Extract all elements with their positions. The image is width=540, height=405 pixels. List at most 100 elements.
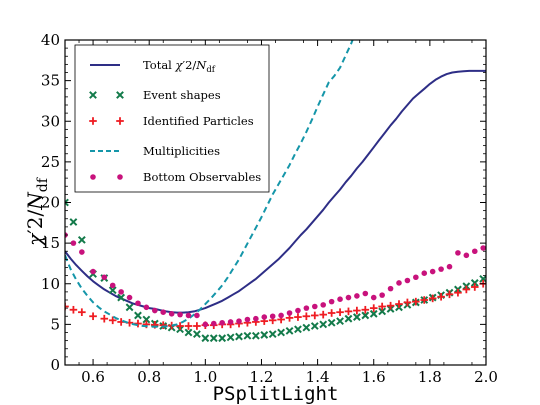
bottom-observables-point [328,298,335,305]
legend-marker-bottom-observables [90,174,123,180]
x-tick-label: 1.4 [306,368,330,386]
event-shapes-point [125,303,134,312]
bottom-observables-point [286,310,293,316]
identified-particles-point [344,307,353,316]
identified-particles-point [462,285,471,294]
y-axis-label: χ′2/Ndf [23,176,51,248]
identified-particles-point [437,292,445,301]
bottom-observables-point [421,270,428,276]
event-shapes-point [285,326,294,335]
identified-particles-point [445,290,454,299]
bottom-observables-point [471,248,478,255]
y-tick-label: 25 [41,153,60,171]
x-tick-label: 1.6 [362,368,386,386]
event-shapes-point [470,279,479,287]
event-shapes-point [108,286,117,295]
bottom-observables-point [387,285,394,292]
event-shapes-point [319,320,328,329]
bottom-observables-point [295,307,301,314]
identified-particles-point [310,311,319,320]
event-shapes-point [336,317,344,326]
event-shapes-point [251,331,260,340]
series-3 [65,40,354,328]
event-shapes-point [302,323,311,332]
identified-particles-point [78,308,86,316]
identified-particles-point [193,322,201,330]
x-axis-label: PSplitLight [213,383,339,405]
x-tick-label: 1.8 [418,368,442,386]
bottom-observables-point [362,290,369,297]
bottom-observables-point [463,252,470,259]
identified-particles-point [403,298,412,307]
bottom-observables-point [152,307,158,314]
y-tick-label: 35 [41,72,60,90]
legend-label-bottom-observables: Bottom Observables [143,170,261,184]
bottom-observables-point [337,296,343,302]
identified-particles-point [369,304,378,312]
series-4 [65,232,486,328]
identified-particles-point [108,316,117,325]
bottom-observables-point [438,266,444,272]
legend-plus-marker [89,117,97,125]
legend-dot-marker [90,174,96,180]
identified-particles-point [386,301,395,310]
bottom-observables-point [303,305,310,311]
x-tick-label: 0.6 [81,368,105,386]
event-shapes-point [277,328,286,337]
bottom-observables-point [379,292,385,298]
bottom-observables-point [345,294,352,301]
identified-particles-point [336,308,344,316]
event-shapes-point [361,311,370,320]
event-shapes-point [260,331,269,339]
event-shapes-point [209,334,218,343]
legend-label-multiplicities: Multiplicities [143,144,220,158]
event-shapes-point [117,293,126,302]
bottom-observables-point [396,280,402,286]
bottom-observables-point [219,319,225,326]
event-shapes-point [479,274,486,283]
legend-x-marker [89,91,97,99]
event-shapes-point [134,311,142,320]
event-shapes-point [69,218,78,226]
series-0 [65,69,486,314]
identified-particles-point [100,314,109,323]
event-shapes-point [142,315,151,324]
bottom-observables-point [168,311,175,317]
bottom-observables-point [354,293,360,299]
bottom-observables-point [429,268,436,275]
bottom-observables-point [194,312,200,319]
event-shapes-point [201,334,210,343]
identified-particles-point [89,312,97,321]
legend-dot-marker [117,174,123,180]
identified-particles-point [470,283,479,291]
bottom-observables-point [210,320,217,327]
bottom-observables-point [446,263,453,270]
bottom-observables-point [143,304,150,311]
event-shapes-point [344,314,353,323]
identified-particles-point [327,309,336,317]
bottom-observables-point [79,249,85,255]
event-shapes-point [184,328,193,337]
series-layer [65,40,486,343]
identified-particles-point [454,288,462,297]
multiplicities-line [65,40,354,328]
x-tick-label: 0.8 [137,368,161,386]
identified-particles-point [353,306,361,315]
bottom-observables-point [370,294,377,301]
bottom-observables-point [455,250,461,256]
bottom-observables-point [90,268,96,275]
identified-particles-point [69,305,78,314]
event-shapes-point [310,322,319,330]
y-tick-label: 0 [50,356,60,374]
event-shapes-point [327,318,336,327]
bottom-observables-point [126,294,133,301]
bottom-observables-point [160,309,167,315]
bottom-observables-point [320,302,327,308]
legend-marker-event-shapes [89,91,124,99]
bottom-observables-point [413,274,419,281]
series-1 [65,198,486,343]
bottom-observables-point [202,321,209,328]
bottom-observables-point [404,277,411,284]
identified-particles-point [428,294,437,303]
bottom-observables-point [244,316,251,323]
